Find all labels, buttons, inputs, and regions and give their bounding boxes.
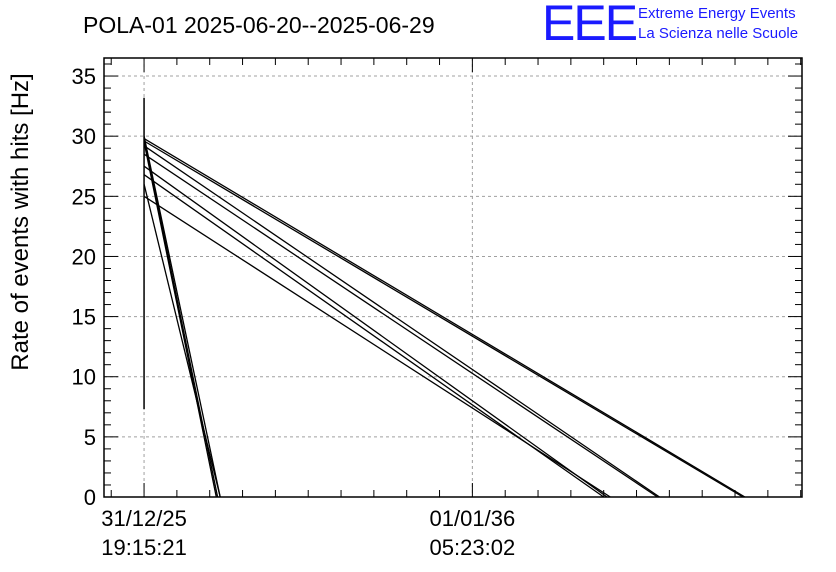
x-tick-label-date: 01/01/36 xyxy=(430,506,516,531)
y-tick-label: 20 xyxy=(72,244,96,269)
x-tick-label-time: 05:23:02 xyxy=(430,535,516,560)
y-tick-label: 0 xyxy=(84,485,96,510)
y-tick-label: 25 xyxy=(72,184,96,209)
series-line-7 xyxy=(143,145,660,498)
x-tick-label-date: 31/12/25 xyxy=(101,506,187,531)
y-tick-label: 10 xyxy=(72,365,96,390)
y-tick-label: 5 xyxy=(84,425,96,450)
grid xyxy=(104,58,802,497)
series-line-4 xyxy=(143,184,221,498)
series-line-3 xyxy=(143,142,217,498)
y-axis-label: Rate of events with hits [Hz] xyxy=(7,73,34,370)
x-tick-label-time: 19:15:21 xyxy=(101,535,187,560)
series-line-9 xyxy=(143,165,608,498)
series-line-11 xyxy=(143,174,605,498)
series-line-6 xyxy=(143,140,744,498)
logo-line-2: La Scienza nelle Scuole xyxy=(638,25,798,42)
series-line-5 xyxy=(143,138,746,498)
chart-title: POLA-01 2025-06-20--2025-06-29 xyxy=(83,12,435,38)
series-group xyxy=(143,97,746,498)
y-tick-label: 15 xyxy=(72,305,96,330)
series-line-1 xyxy=(143,136,221,498)
y-tick-label: 35 xyxy=(72,64,96,89)
y-tick-label: 30 xyxy=(72,124,96,149)
series-line-8 xyxy=(143,153,658,498)
eee-logo: EEE Extreme Energy Events La Scienza nel… xyxy=(542,0,798,51)
plot-frame xyxy=(103,57,803,498)
axes: 0 5 10 15 20 25 30 35 31/12/25 19:15:21 01/01/36 05… xyxy=(72,57,803,560)
logo-line-1: Extreme Energy Events xyxy=(638,5,796,22)
logo-text: EEE xyxy=(542,0,637,51)
